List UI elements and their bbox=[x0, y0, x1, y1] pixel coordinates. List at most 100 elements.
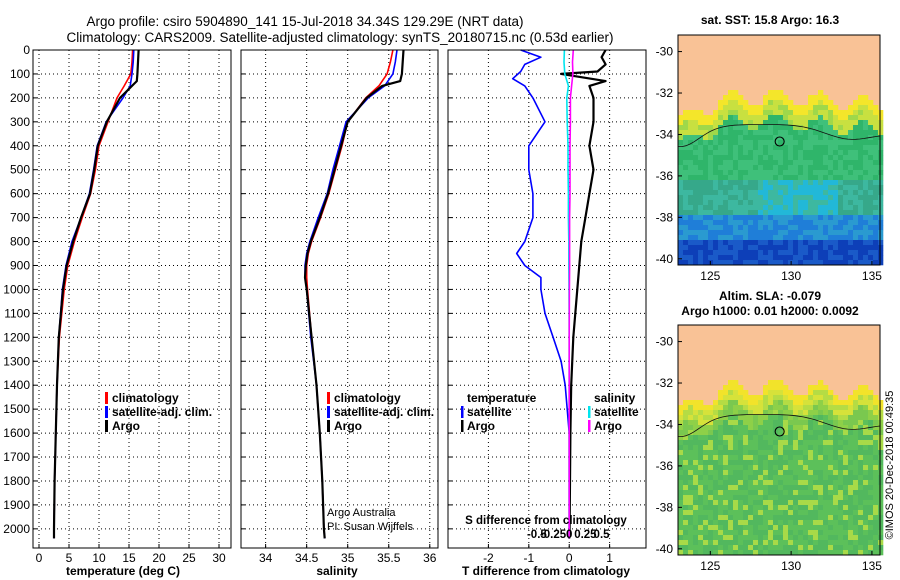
map-cell bbox=[703, 460, 709, 466]
map-cell bbox=[823, 445, 829, 451]
map-cell bbox=[878, 500, 884, 506]
map-cell bbox=[818, 170, 824, 176]
map-cell bbox=[708, 255, 714, 261]
secondary-tick-label: -0.25 bbox=[540, 529, 567, 541]
map-cell bbox=[803, 105, 809, 111]
map-cell bbox=[703, 170, 709, 176]
map-cell bbox=[718, 245, 724, 251]
map-cell bbox=[873, 455, 879, 461]
map-cell bbox=[833, 205, 839, 211]
map-cell bbox=[733, 540, 739, 546]
map-cell bbox=[803, 490, 809, 496]
map-cell bbox=[823, 175, 829, 181]
map-cell bbox=[763, 465, 769, 471]
map-cell bbox=[823, 495, 829, 501]
map-cell bbox=[793, 405, 799, 411]
map-cell bbox=[768, 425, 774, 431]
map-cell bbox=[813, 440, 819, 446]
map-cell bbox=[688, 530, 694, 536]
map-cell bbox=[808, 470, 814, 476]
map-cell bbox=[808, 110, 814, 116]
map-cell bbox=[728, 180, 734, 186]
map-cell bbox=[698, 440, 704, 446]
map-cell bbox=[723, 450, 729, 456]
map-cell bbox=[723, 165, 729, 171]
map-cell bbox=[873, 160, 879, 166]
map-cell bbox=[843, 550, 849, 556]
y-tick-label: 200 bbox=[10, 91, 30, 105]
map-cell bbox=[688, 540, 694, 546]
map-cell bbox=[853, 400, 859, 406]
map-cell bbox=[778, 550, 784, 556]
map-cell bbox=[778, 155, 784, 161]
map-frame bbox=[677, 324, 881, 556]
y-tick-label: 0 bbox=[23, 43, 30, 57]
map-cell bbox=[733, 425, 739, 431]
map-cell bbox=[808, 175, 814, 181]
map-cell bbox=[708, 140, 714, 146]
map-cell bbox=[848, 540, 854, 546]
map-cell bbox=[833, 220, 839, 226]
map-cell bbox=[693, 450, 699, 456]
map-cell bbox=[858, 215, 864, 221]
map-cell bbox=[788, 200, 794, 206]
map-cell bbox=[798, 110, 804, 116]
map-cell bbox=[773, 480, 779, 486]
map-cell bbox=[693, 170, 699, 176]
map-cell bbox=[853, 100, 859, 106]
map-cell bbox=[783, 495, 789, 501]
legend-swatch-climatology bbox=[327, 392, 330, 404]
map-cell bbox=[693, 420, 699, 426]
map-cell bbox=[758, 165, 764, 171]
x-tick-label: 34.5 bbox=[295, 551, 319, 565]
map-cell bbox=[678, 180, 684, 186]
map-cell bbox=[783, 395, 789, 401]
map-cell bbox=[798, 510, 804, 516]
map-cell bbox=[833, 185, 839, 191]
map-cell bbox=[708, 170, 714, 176]
map-cell bbox=[783, 195, 789, 201]
map-cell bbox=[848, 140, 854, 146]
map-cell bbox=[808, 205, 814, 211]
map-cell bbox=[818, 90, 824, 96]
map-cell bbox=[723, 510, 729, 516]
map-cell bbox=[848, 435, 854, 441]
map-cell bbox=[783, 245, 789, 251]
map-cell bbox=[723, 120, 729, 126]
map-cell bbox=[833, 420, 839, 426]
map-cell bbox=[743, 455, 749, 461]
map-cell bbox=[828, 245, 834, 251]
map-cell bbox=[798, 120, 804, 126]
map-cell bbox=[728, 480, 734, 486]
map-cell bbox=[753, 440, 759, 446]
map-cell bbox=[828, 220, 834, 226]
map-cell bbox=[763, 470, 769, 476]
map-cell bbox=[848, 520, 854, 526]
map-cell bbox=[838, 250, 844, 256]
map-cell bbox=[718, 185, 724, 191]
map-cell bbox=[878, 530, 884, 536]
tdiff-xlabel: T difference from climatology bbox=[462, 564, 630, 578]
map-cell bbox=[788, 495, 794, 501]
map-cell bbox=[798, 495, 804, 501]
map-cell bbox=[698, 245, 704, 251]
map-cell bbox=[768, 145, 774, 151]
map-cell bbox=[873, 250, 879, 256]
x-tick-label: 30 bbox=[212, 551, 226, 565]
map-cell bbox=[783, 435, 789, 441]
map-cell bbox=[868, 180, 874, 186]
map-cell bbox=[813, 125, 819, 131]
map-cell bbox=[803, 485, 809, 491]
map-cell bbox=[783, 225, 789, 231]
map-cell bbox=[723, 235, 729, 241]
map-cell bbox=[823, 395, 829, 401]
map-cell bbox=[723, 225, 729, 231]
map-cell bbox=[848, 425, 854, 431]
map-cell bbox=[868, 455, 874, 461]
map-cell bbox=[808, 460, 814, 466]
map-cell bbox=[853, 105, 859, 111]
map-cell bbox=[768, 430, 774, 436]
map-cell bbox=[828, 510, 834, 516]
map-cell bbox=[688, 440, 694, 446]
map-cell bbox=[793, 440, 799, 446]
